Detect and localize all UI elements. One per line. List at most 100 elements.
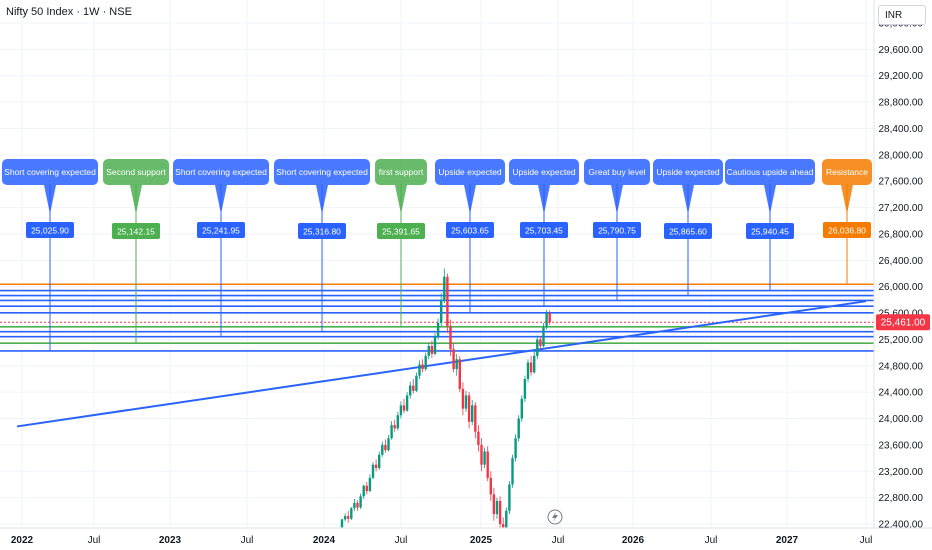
callout-text: Resistance	[826, 167, 868, 177]
callout-bubble[interactable]	[2, 159, 98, 185]
candle-body	[511, 458, 514, 485]
time-tick-label: 2024	[313, 535, 336, 546]
callout-text: Upside expected	[438, 167, 502, 177]
candle-body	[350, 508, 353, 519]
callout-pointer	[130, 185, 142, 214]
candle-body	[402, 405, 406, 411]
price-tag[interactable]	[112, 223, 160, 239]
candle-body	[455, 359, 458, 370]
candle-body	[461, 388, 465, 409]
price-tick-label: 23,200.00	[879, 467, 924, 478]
price-tag[interactable]	[823, 222, 871, 238]
level-callouts[interactable]: Short covering expected 25,025.90 Second s…	[2, 159, 872, 351]
candle-body	[489, 477, 492, 495]
candle-body	[374, 464, 378, 468]
candle-body	[399, 405, 403, 416]
price-tag-text: 25,316.80	[303, 227, 341, 237]
time-tick-label: Jul	[395, 535, 408, 546]
last-price-tag[interactable]	[876, 314, 930, 331]
candle-body	[502, 524, 505, 528]
time-tick-label: Jul	[241, 535, 254, 546]
price-tick-label: 25,200.00	[879, 335, 924, 346]
price-tag-text: 25,142.15	[117, 227, 155, 237]
price-tag[interactable]	[298, 223, 346, 239]
price-tag[interactable]	[664, 223, 712, 239]
candle-body	[517, 418, 520, 439]
price-tag[interactable]	[746, 223, 794, 239]
price-tag[interactable]	[520, 222, 568, 238]
candle-body	[526, 362, 530, 379]
candle-body	[343, 516, 347, 520]
callout-text: Upside expected	[656, 167, 720, 177]
candle-body	[415, 375, 418, 391]
price-tag-text: 25,603.65	[451, 226, 489, 236]
candle-body	[536, 339, 539, 356]
price-tick-label: 26,400.00	[879, 256, 924, 267]
price-tick-label: 28,400.00	[879, 124, 924, 135]
time-axis-bg	[0, 528, 932, 550]
lightning-icon[interactable]	[547, 509, 563, 525]
callout-bubble[interactable]	[435, 159, 505, 185]
callout-bubble[interactable]	[375, 159, 427, 185]
candle-body	[545, 313, 548, 328]
callout-text: Cautious upside ahead	[727, 167, 814, 177]
time-axis[interactable]: 2022 Jul 2023 Jul 2024 Jul 2025 Jul 2026 Jul 2027 J…	[0, 527, 932, 550]
candle-body	[505, 510, 508, 528]
price-tag[interactable]	[593, 222, 641, 238]
candle-body	[471, 405, 474, 422]
callout-bubble[interactable]	[509, 159, 579, 185]
callout-text: Great buy level	[588, 167, 645, 177]
callout-pointer	[682, 185, 694, 214]
price-tag-text: 25,241.95	[202, 226, 240, 236]
price-tick-label: 28,800.00	[879, 98, 924, 109]
callout-pointer	[316, 185, 328, 214]
trendline-segment[interactable]	[16, 300, 867, 428]
callout-bubble[interactable]	[584, 159, 650, 185]
candle-body	[409, 385, 412, 396]
callout-bubble[interactable]	[725, 159, 815, 185]
price-tick-label: 25,600.00	[879, 309, 924, 320]
price-tick-label: 29,600.00	[879, 45, 924, 56]
callout-bubble[interactable]	[653, 159, 723, 185]
candle-body	[390, 425, 393, 439]
callout-text: first support	[379, 167, 424, 177]
time-tick-label: Jul	[88, 535, 101, 546]
price-tick-label: 28,000.00	[879, 150, 924, 161]
price-tag[interactable]	[377, 223, 425, 239]
price-tag[interactable]	[26, 222, 74, 238]
callout-text: Short covering expected	[175, 167, 267, 177]
candle-body	[443, 276, 446, 300]
time-tick-label: 2022	[11, 535, 34, 546]
price-tick-label: 23,600.00	[879, 440, 924, 451]
candle-body	[393, 425, 396, 429]
candle-body	[378, 454, 381, 468]
callout-bubble[interactable]	[822, 159, 872, 185]
price-tick-label: 24,000.00	[879, 414, 924, 425]
candle-body	[483, 451, 486, 465]
candle-body	[359, 496, 362, 508]
time-tick-label: 2023	[159, 535, 182, 546]
currency-selector[interactable]: INR	[878, 5, 926, 25]
callout-pointer	[611, 185, 623, 214]
candle-body	[495, 500, 499, 515]
time-tick-label: 2025	[470, 535, 493, 546]
trendline[interactable]	[16, 300, 867, 428]
candle-body	[449, 326, 452, 350]
candle-body	[405, 395, 409, 411]
price-axis[interactable]: 22,400.00 22,800.00 23,200.00 23,600.00 24,0…	[873, 0, 932, 531]
price-tick-label: 27,600.00	[879, 177, 924, 188]
candle-body	[433, 336, 437, 354]
candle-body	[421, 364, 424, 370]
time-tick-label: 2026	[622, 535, 645, 546]
price-tag[interactable]	[446, 222, 494, 238]
callout-bubble[interactable]	[274, 159, 370, 185]
candle-body	[368, 477, 372, 492]
time-tick-label: 2027	[776, 535, 799, 546]
candle-body	[440, 299, 443, 323]
last-price-label: 25,461.00	[881, 318, 926, 329]
callout-bubble[interactable]	[173, 159, 269, 185]
price-tag[interactable]	[197, 222, 245, 238]
candle-body	[523, 378, 527, 399]
callout-bubble[interactable]	[103, 159, 169, 185]
